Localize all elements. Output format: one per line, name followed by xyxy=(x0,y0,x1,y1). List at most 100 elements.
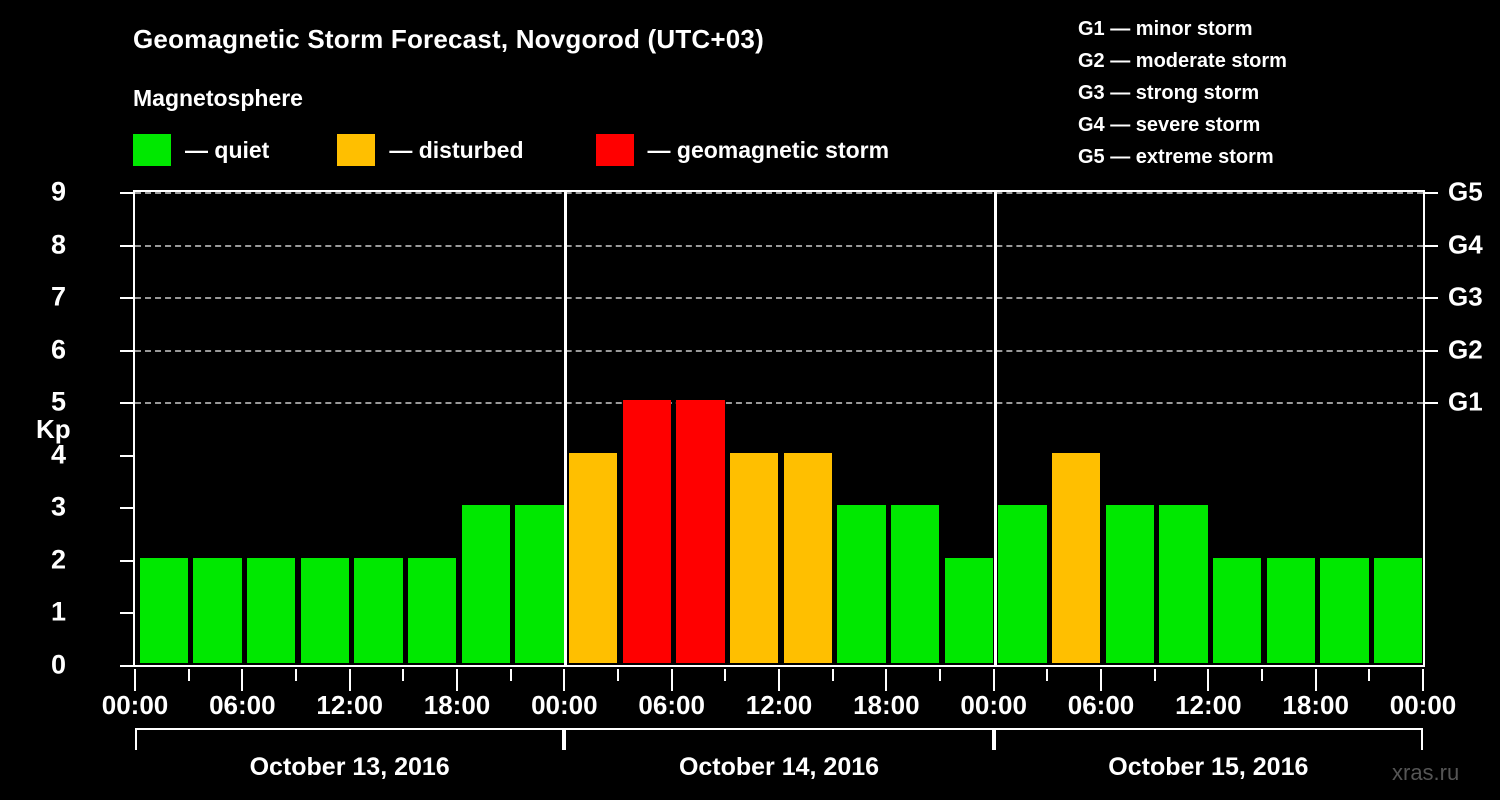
legend-label-quiet: — quiet xyxy=(185,136,270,163)
y-tick-label-4: 4 xyxy=(50,439,66,470)
g-scale-row-5: G5 — extreme storm xyxy=(1078,146,1274,168)
x-tick-label: 12:00 xyxy=(316,690,383,720)
g-scale-legend: G1 — minor storm G2 — moderate storm G3 — … xyxy=(1078,13,1287,173)
bar xyxy=(300,557,350,663)
bar xyxy=(193,557,242,663)
y-tick-label-1: 1 xyxy=(50,596,66,627)
day-bracket-line xyxy=(564,728,994,730)
gridline-8 xyxy=(135,244,1423,247)
gridline-6 xyxy=(135,349,1423,352)
bar xyxy=(729,452,779,663)
x-tick-major xyxy=(1207,669,1210,691)
g-scale-row-2: G2 — moderate storm xyxy=(1078,50,1287,72)
x-tick-major xyxy=(348,669,351,691)
y-tick-4 xyxy=(120,454,133,457)
y-tick-label-2: 2 xyxy=(50,544,66,575)
y-tick-0 xyxy=(120,665,133,667)
x-tick-major xyxy=(1100,669,1102,691)
bar xyxy=(568,452,618,663)
y-axis-title: Kp xyxy=(36,414,71,444)
bar xyxy=(783,452,833,663)
day-bracket-2 xyxy=(564,728,994,750)
y-tick-9 xyxy=(120,192,133,194)
x-tick-minor xyxy=(187,669,190,681)
x-tick-minor xyxy=(724,669,727,681)
x-tick-major xyxy=(563,669,566,691)
day-label-2: October 14, 2016 xyxy=(678,753,880,781)
watermark: xras.ru xyxy=(1392,760,1460,785)
x-tick-label: 00:00 xyxy=(531,690,598,720)
chart-subtitle: Magnetosphere xyxy=(133,85,303,111)
day-separator-1 xyxy=(564,192,568,665)
x-tick-label: 12:00 xyxy=(1175,690,1242,720)
gridline-7 xyxy=(135,297,1423,300)
x-tick-minor xyxy=(831,669,834,681)
y-tick-5 xyxy=(120,402,133,405)
bar xyxy=(1320,557,1369,663)
gridline-9 xyxy=(135,192,1423,194)
x-tick-label: 00:00 xyxy=(1389,690,1457,720)
g-axis-tick-G4 xyxy=(1425,244,1438,247)
g-scale-row-1: G1 — minor storm xyxy=(1078,18,1253,40)
g-axis-tick-G2 xyxy=(1425,349,1438,352)
bar xyxy=(890,505,940,663)
g-axis-label-G3: G3 xyxy=(1448,281,1483,312)
x-tick-minor xyxy=(295,669,297,681)
bar xyxy=(1105,505,1155,663)
bar xyxy=(1159,505,1208,663)
x-tick-major xyxy=(1314,669,1317,691)
day-separator-2 xyxy=(993,192,997,665)
bar xyxy=(1212,557,1262,663)
legend-label-disturbed: — disturbed xyxy=(389,136,524,163)
x-tick-major xyxy=(1422,669,1424,691)
y-tick-label-8: 8 xyxy=(50,229,66,260)
x-tick-minor xyxy=(939,669,941,681)
x-tick-major xyxy=(134,669,136,691)
x-tick-minor xyxy=(509,669,512,681)
gridline-5 xyxy=(135,402,1423,405)
x-tick-minor xyxy=(1153,669,1156,681)
x-tick-minor xyxy=(1261,669,1263,681)
bar xyxy=(1373,557,1423,663)
g-axis-tick-G5 xyxy=(1425,192,1438,194)
y-tick-2 xyxy=(120,559,133,562)
page-title: Geomagnetic Storm Forecast, Novgorod (UT… xyxy=(133,24,764,54)
plot-area xyxy=(133,190,1425,667)
x-tick-major xyxy=(885,669,888,691)
y-tick-6 xyxy=(120,349,133,352)
y-tick-8 xyxy=(120,244,133,247)
g-axis-label-G2: G2 xyxy=(1448,334,1483,365)
legend-label-geomagnetic-storm: — geomagnetic storm xyxy=(647,136,890,163)
x-tick-major xyxy=(670,669,673,691)
bar xyxy=(622,400,672,663)
g-scale-row-3: G3 — strong storm xyxy=(1078,82,1260,104)
legend-item-geomagnetic-storm: — geomagnetic storm xyxy=(595,134,890,166)
x-tick-major xyxy=(241,669,244,691)
y-tick-label-9: 9 xyxy=(50,176,66,207)
x-tick-label: 06:00 xyxy=(638,690,705,720)
bar xyxy=(998,505,1047,663)
x-tick-major xyxy=(992,669,995,691)
legend-swatch-geomagnetic-storm xyxy=(595,134,634,166)
legend-item-quiet: — quiet xyxy=(133,134,269,166)
day-bracket-line xyxy=(135,728,565,730)
x-tick-label: 18:00 xyxy=(423,690,491,720)
y-tick-label-5: 5 xyxy=(50,386,66,417)
x-tick-minor xyxy=(617,669,619,681)
y-tick-3 xyxy=(120,507,133,510)
g-scale-row-4: G4 — severe storm xyxy=(1078,114,1261,136)
x-tick-major xyxy=(778,669,780,691)
day-label-3: October 15, 2016 xyxy=(1108,753,1309,781)
bar xyxy=(139,557,189,663)
y-tick-label-6: 6 xyxy=(50,334,66,365)
x-tick-label: 06:00 xyxy=(209,690,276,720)
day-bracket-1 xyxy=(135,728,565,750)
x-tick-label: 18:00 xyxy=(1282,690,1349,720)
x-tick-major xyxy=(456,669,458,691)
x-tick-label: 06:00 xyxy=(1067,690,1135,720)
x-tick-minor xyxy=(1368,669,1371,681)
g-axis-tick-G3 xyxy=(1425,297,1438,300)
g-axis-label-G4: G4 xyxy=(1448,229,1483,260)
g-axis-tick-G1 xyxy=(1425,402,1438,405)
